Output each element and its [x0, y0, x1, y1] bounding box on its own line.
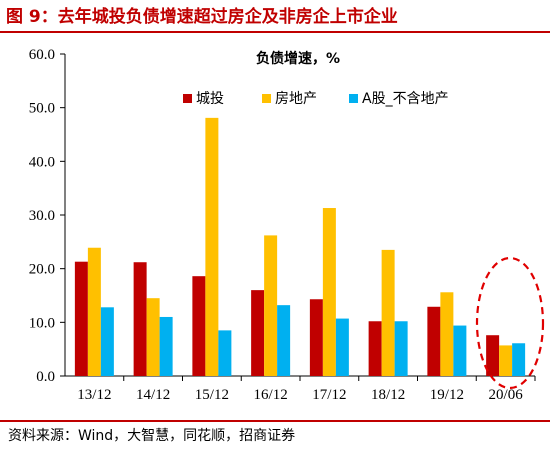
- bar-2-17-12: [322, 208, 336, 376]
- title-divider: [0, 31, 550, 33]
- bar-chart: 0.0 10.0 20.0 30.0 40.0 50.0 60.0 13/12 14/12 15/…: [29, 47, 545, 403]
- x-tick-label: 18/12: [371, 387, 405, 403]
- x-tick-label: 17/12: [312, 387, 346, 403]
- y-tick-label: 60.0: [29, 47, 55, 63]
- bar-3-15-12: [218, 330, 232, 376]
- bar-3-20-06: [512, 343, 526, 376]
- x-tick-label: 15/12: [195, 387, 229, 403]
- chart-legend: 城投 房地产 A股_不含地产: [183, 91, 449, 107]
- legend-swatch-3: [349, 94, 358, 103]
- bar-2-16-12: [264, 235, 278, 376]
- legend-swatch-2: [262, 94, 271, 103]
- bar-2-18-12: [381, 249, 395, 376]
- chart-labels: 0.0 10.0 20.0 30.0 40.0 50.0 60.0 13/12 14/12 15/…: [29, 47, 523, 403]
- y-tick-label: 40.0: [29, 154, 55, 170]
- chart-title: 负债增速，%: [256, 50, 340, 67]
- y-tick-label: 0.0: [36, 369, 55, 385]
- bar-1-19-12: [427, 306, 441, 376]
- bar-1-17-12: [309, 299, 323, 376]
- figure-title: 图 9：去年城投负债增速超过房企及非房企上市企业: [6, 7, 398, 27]
- highlight-ellipse: [475, 256, 545, 390]
- source-divider: [0, 420, 550, 422]
- bar-3-14-12: [159, 316, 173, 376]
- legend-swatch-1: [183, 94, 192, 103]
- bar-1-13-12: [74, 261, 88, 376]
- bar-3-13-12: [100, 307, 114, 376]
- bar-1-20-06: [486, 335, 500, 376]
- x-tick-label: 19/12: [430, 387, 464, 403]
- legend-label-1: 城投: [196, 91, 224, 107]
- bar-1-18-12: [368, 321, 382, 376]
- x-tick-label: 14/12: [136, 387, 170, 403]
- y-tick-label: 30.0: [29, 208, 55, 224]
- bar-2-19-12: [440, 292, 454, 376]
- chart-bars: [74, 117, 526, 376]
- bar-2-14-12: [146, 298, 160, 376]
- bar-3-18-12: [394, 321, 408, 376]
- source-note: 资料来源：Wind，大智慧，同花顺，招商证券: [8, 428, 296, 444]
- bar-1-15-12: [192, 276, 206, 376]
- bar-2-20-06: [499, 345, 513, 376]
- y-tick-label: 50.0: [29, 101, 55, 117]
- legend-label-3: A股_不含地产: [362, 91, 449, 107]
- bar-3-17-12: [335, 318, 349, 376]
- bar-1-16-12: [251, 290, 265, 376]
- x-tick-label: 16/12: [254, 387, 288, 403]
- y-tick-label: 20.0: [29, 262, 55, 278]
- x-tick-label: 13/12: [77, 387, 111, 403]
- y-tick-label: 10.0: [29, 315, 55, 331]
- bar-1-14-12: [133, 262, 147, 376]
- legend-label-2: 房地产: [275, 91, 317, 107]
- bar-2-13-12: [87, 247, 101, 376]
- bar-2-15-12: [205, 117, 219, 376]
- x-tick-label: 20/06: [489, 387, 524, 403]
- bar-3-19-12: [453, 325, 467, 376]
- bar-3-16-12: [277, 305, 291, 376]
